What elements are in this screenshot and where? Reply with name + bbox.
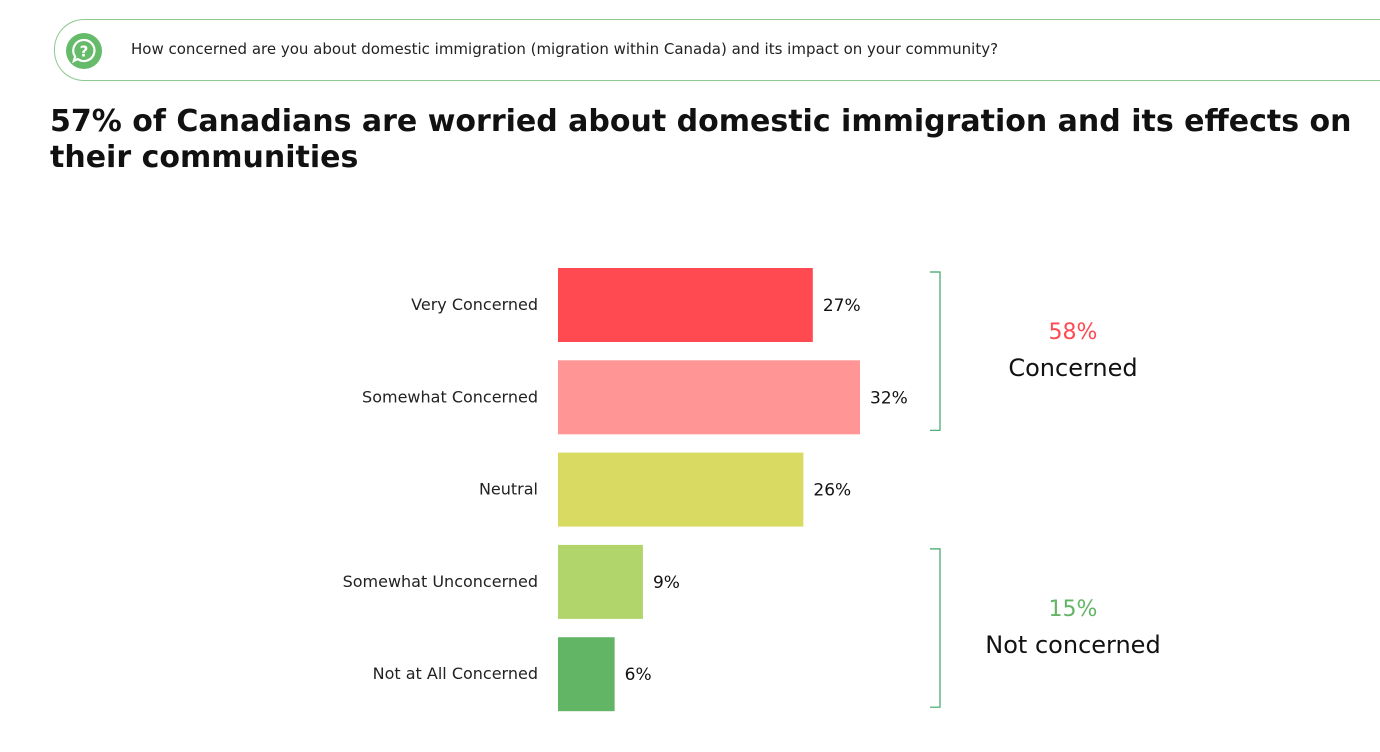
group-bracket [930,548,941,708]
bar [558,544,643,619]
category-label: Somewhat Concerned [362,387,538,406]
value-label: 6% [625,665,652,685]
question-banner: ? How concerned are you about domestic i… [54,19,1380,81]
value-label: 32% [870,388,908,408]
chart-headline: 57% of Canadians are worried about domes… [50,104,1352,175]
category-label: Neutral [479,480,538,499]
category-label: Very Concerned [411,295,538,314]
svg-text:?: ? [80,43,89,61]
value-label: 9% [653,573,680,593]
group-name: Concerned [1008,354,1137,382]
bar [558,452,804,527]
value-label: 26% [813,481,851,501]
question-bubble-icon: ? [66,33,102,69]
bar [558,637,615,712]
group-percent: 58% [1049,320,1098,345]
group-bracket [930,271,941,431]
group-percent: 15% [1049,597,1098,622]
bar [558,268,813,342]
value-label: 27% [823,296,861,316]
category-label: Somewhat Unconcerned [343,572,538,591]
category-label: Not at All Concerned [373,664,538,683]
group-name: Not concerned [985,631,1160,659]
question-text: How concerned are you about domestic imm… [131,40,999,58]
bar [558,360,860,435]
